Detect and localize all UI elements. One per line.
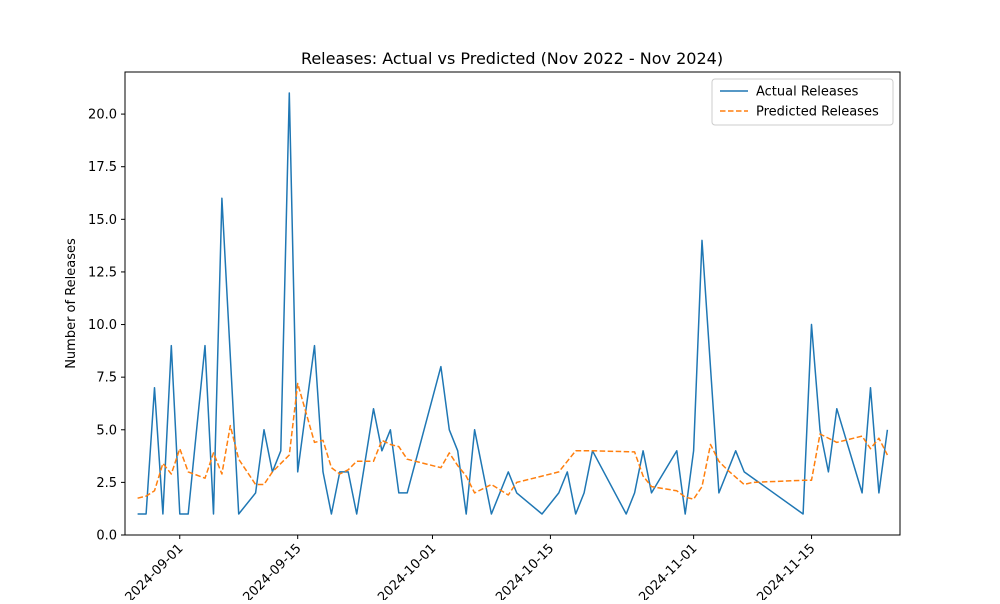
series-line-actual: [137, 92, 889, 515]
y-tick-label: 5.0: [96, 423, 117, 438]
series-line-predicted: [137, 382, 889, 500]
legend-label: Actual Releases: [756, 85, 859, 100]
y-axis-label: Number of Releases: [64, 238, 79, 369]
series-layer: [137, 92, 889, 515]
y-tick-label: 17.5: [88, 160, 117, 175]
legend: Actual Releases Predicted Releases: [711, 78, 894, 126]
plot-area-frame: [124, 71, 901, 536]
y-axis-ticks: 0.0 2.5 5.0 7.5 10.0 12.5 15.0 17.5 20.0: [88, 108, 125, 544]
y-tick-label: 10.0: [88, 318, 117, 333]
y-tick-label: 20.0: [88, 108, 117, 123]
legend-label: Predicted Releases: [756, 105, 879, 120]
y-tick-label: 0.0: [96, 529, 117, 544]
legend-box: [711, 78, 894, 126]
y-tick-label: 12.5: [88, 265, 117, 280]
y-tick-label: 2.5: [96, 476, 117, 491]
y-tick-label: 15.0: [88, 213, 117, 228]
chart-title: Releases: Actual vs Predicted (Nov 2022 …: [301, 49, 723, 68]
y-tick-label: 7.5: [96, 371, 117, 386]
